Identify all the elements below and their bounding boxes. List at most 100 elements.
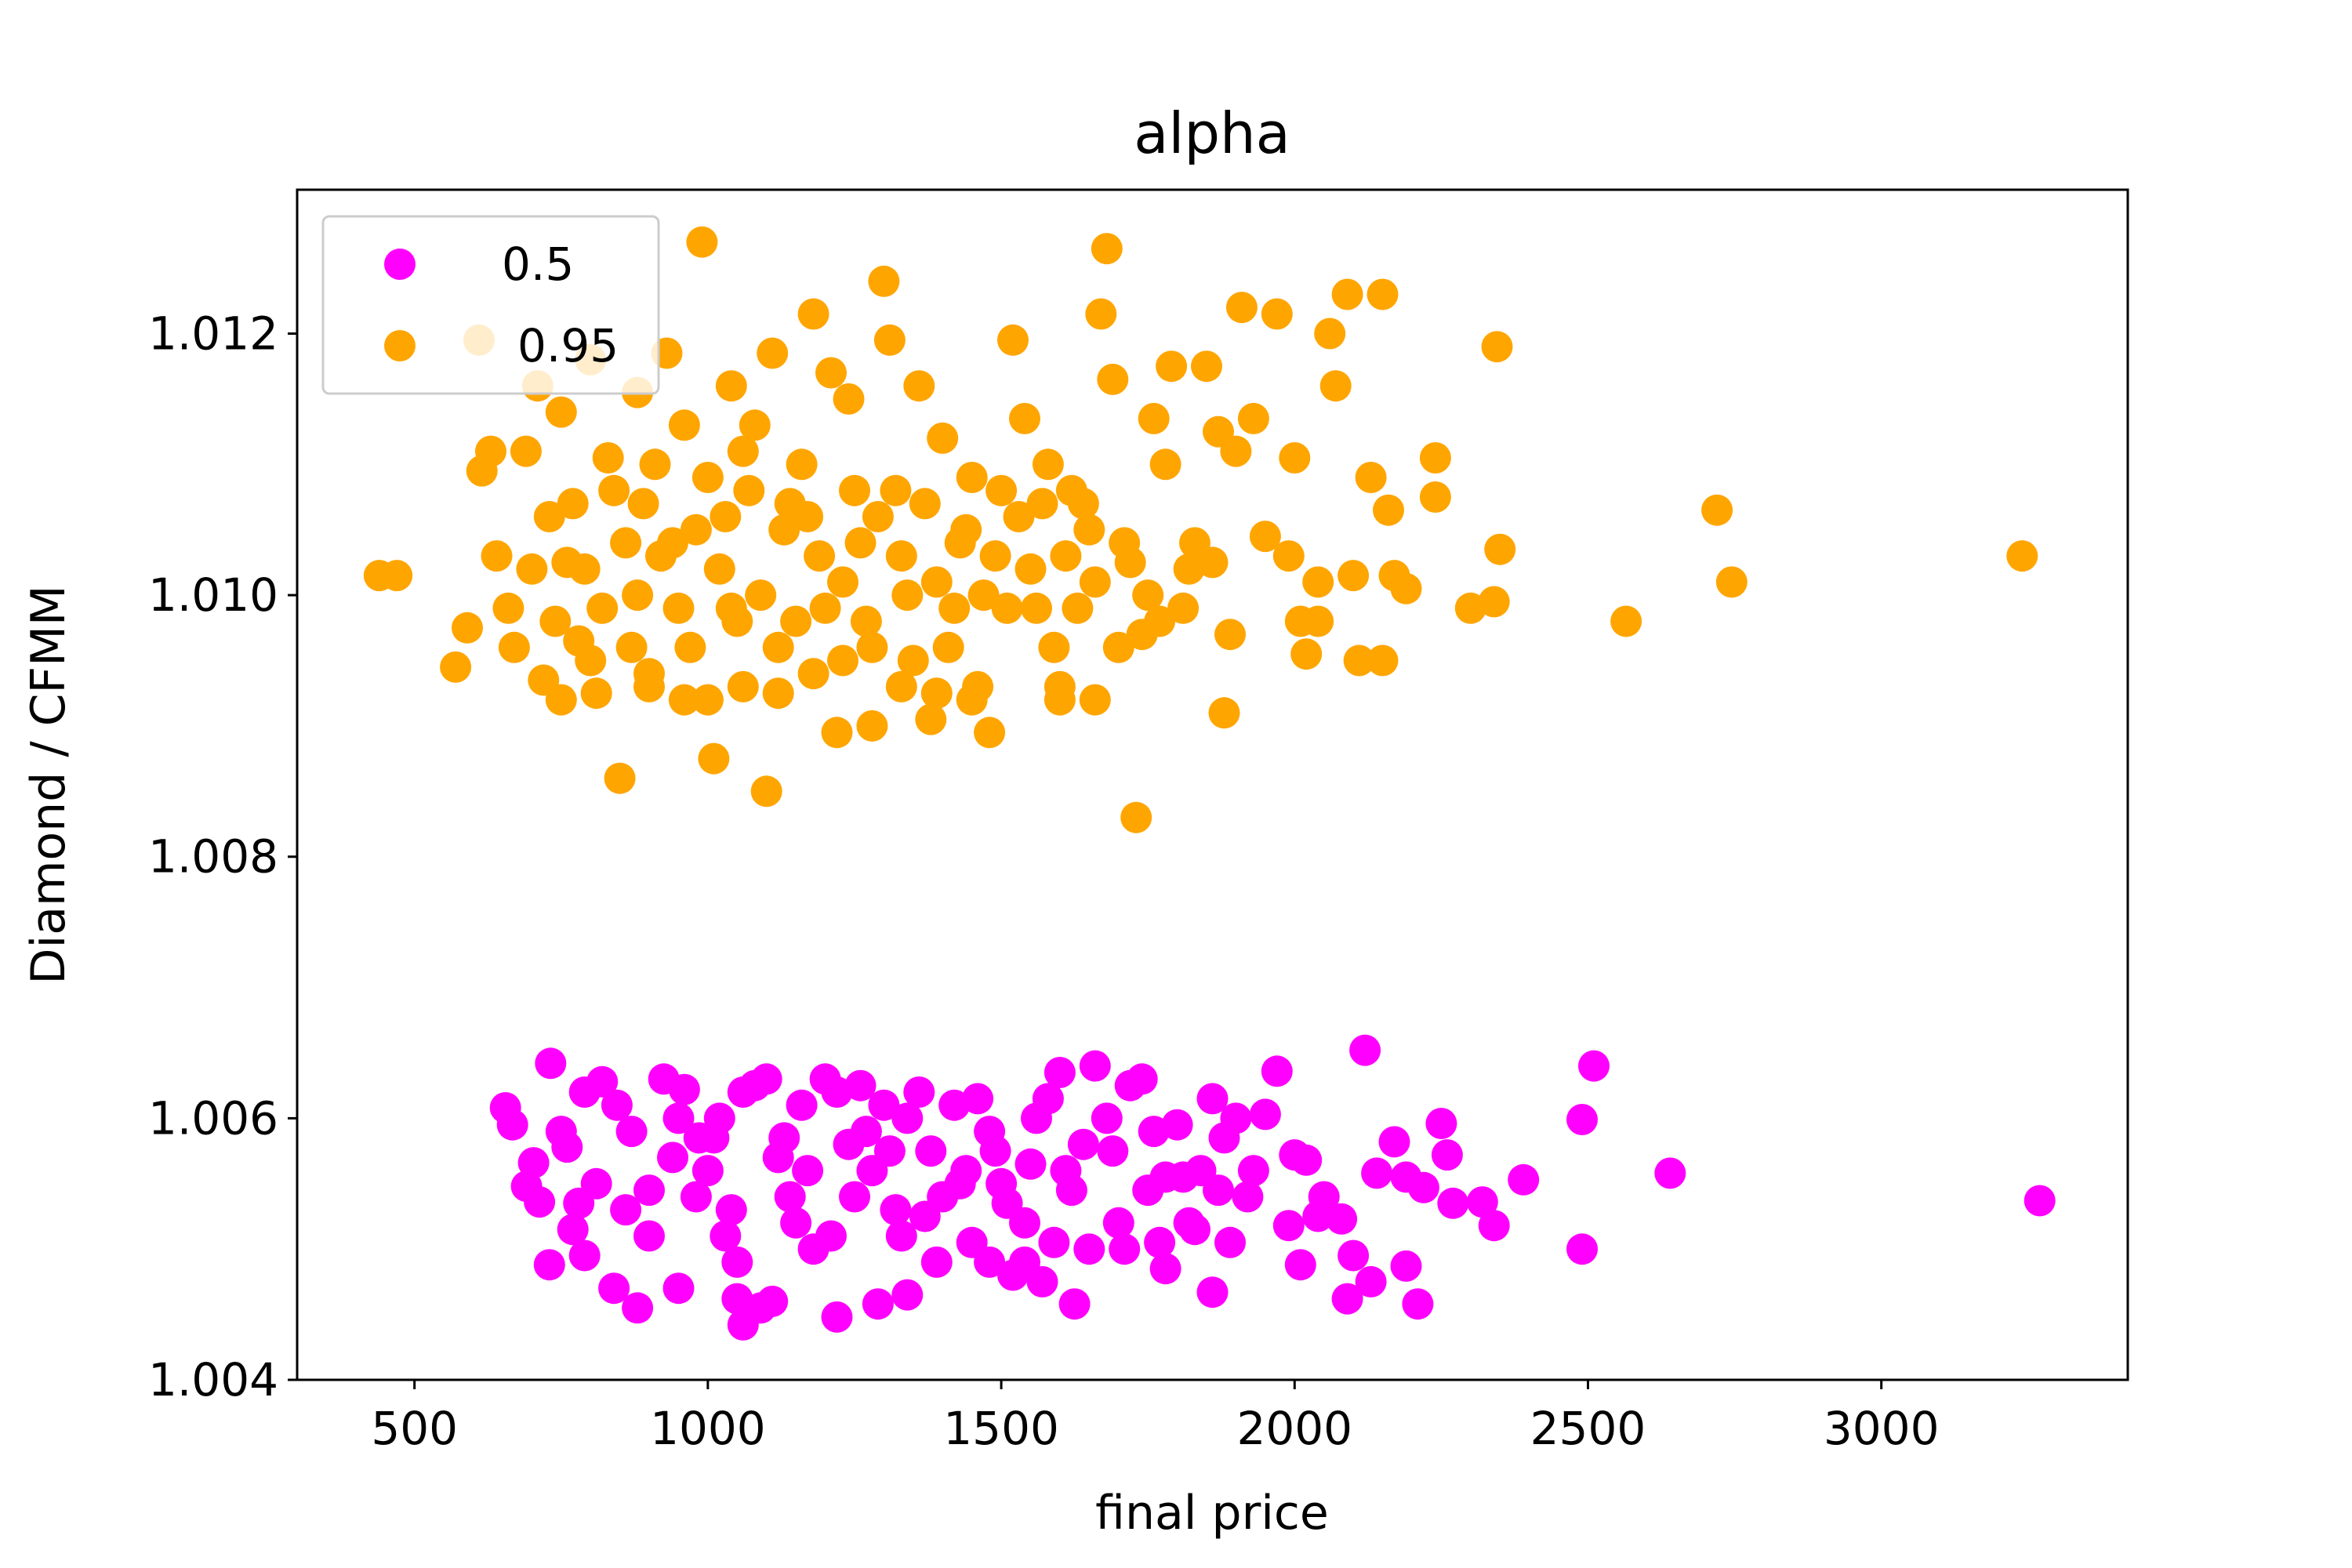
data-point-0.95-87 <box>1214 619 1246 651</box>
data-point-0.95-38 <box>739 409 771 441</box>
data-point-0.95-132 <box>850 605 882 637</box>
data-point-0.95-148 <box>1050 540 1082 572</box>
data-point-0.5-99 <box>1331 1283 1363 1315</box>
data-point-0.5-111 <box>598 1272 630 1305</box>
data-point-0.95-124 <box>733 474 765 506</box>
data-point-0.95-10 <box>510 435 542 467</box>
data-point-0.95-165 <box>545 684 577 716</box>
data-point-0.95-141 <box>967 579 1000 612</box>
data-point-0.5-126 <box>1167 1161 1200 1193</box>
data-point-0.95-101 <box>1338 560 1370 592</box>
data-point-0.95-45 <box>809 592 841 624</box>
legend: 0.5 0.95 <box>321 215 660 395</box>
data-point-0.95-94 <box>1279 442 1311 474</box>
data-point-0.95-33 <box>698 742 730 775</box>
data-point-0.5-121 <box>979 1135 1011 1167</box>
legend-label-0.5: 0.5 <box>502 238 574 291</box>
data-point-0.95-136 <box>909 488 941 520</box>
data-point-0.5-135 <box>815 1220 847 1252</box>
data-point-0.5-120 <box>944 1167 976 1200</box>
data-point-0.95-26 <box>639 448 671 481</box>
data-point-0.5-5 <box>524 1186 556 1218</box>
data-point-0.95-117 <box>2006 540 2038 572</box>
data-point-0.95-73 <box>1097 363 1129 395</box>
data-point-0.5-74 <box>1361 1157 1393 1189</box>
data-point-0.95-46 <box>815 357 847 389</box>
data-point-0.95-112 <box>1481 331 1513 363</box>
data-point-0.5-66 <box>1249 1098 1281 1131</box>
data-point-0.95-92 <box>1261 298 1293 330</box>
data-point-0.95-93 <box>1272 540 1305 572</box>
data-point-0.5-11 <box>601 1089 633 1121</box>
data-point-0.95-3 <box>452 612 483 644</box>
data-point-0.5-15 <box>662 1102 695 1134</box>
data-point-0.5-98 <box>1058 1288 1091 1320</box>
data-point-0.5-72 <box>1338 1240 1370 1272</box>
data-point-0.95-47 <box>821 717 853 749</box>
data-point-0.95-111 <box>1478 586 1510 618</box>
data-point-0.5-124 <box>1097 1135 1129 1167</box>
data-point-0.95-76 <box>1120 801 1152 833</box>
data-point-0.95-174 <box>1044 684 1076 716</box>
data-point-0.95-43 <box>786 448 818 481</box>
data-point-0.5-141 <box>1038 1226 1070 1258</box>
data-point-0.95-142 <box>979 540 1011 572</box>
data-point-0.5-77 <box>1407 1171 1439 1203</box>
data-point-0.95-113 <box>1484 533 1516 565</box>
data-point-0.95-114 <box>1610 605 1642 637</box>
data-point-0.95-143 <box>991 592 1023 624</box>
data-point-0.95-97 <box>1302 566 1334 598</box>
x-tick-label: 2000 <box>1236 1402 1352 1455</box>
data-point-0.95-155 <box>533 501 565 532</box>
data-point-0.95-34 <box>710 501 742 532</box>
data-point-0.95-162 <box>691 462 724 493</box>
data-point-0.95-90 <box>1237 402 1269 434</box>
data-point-0.95-154 <box>1173 553 1205 585</box>
data-point-0.95-175 <box>1079 684 1111 716</box>
x-axis-ticks: 500 1000 1500 2000 2500 3000 <box>371 1380 1939 1455</box>
data-point-0.95-96 <box>1290 638 1323 670</box>
x-tick-label: 500 <box>371 1402 458 1455</box>
data-point-0.95-123 <box>703 553 735 585</box>
data-point-0.5-134 <box>780 1207 812 1239</box>
data-point-0.95-170 <box>797 658 829 690</box>
data-point-0.5-137 <box>885 1220 917 1252</box>
data-point-0.5-147 <box>1272 1210 1305 1242</box>
x-axis-label: final price <box>1095 1486 1329 1541</box>
data-point-0.5-122 <box>1014 1148 1047 1180</box>
data-point-0.5-48 <box>1032 1083 1064 1115</box>
y-tick-label: 1.012 <box>148 307 278 360</box>
data-point-0.5-81 <box>1466 1186 1498 1218</box>
data-point-0.95-122 <box>674 631 706 663</box>
data-point-0.95-9 <box>498 631 530 663</box>
data-point-0.95-145 <box>1014 553 1047 585</box>
data-point-0.95-50 <box>856 710 888 742</box>
x-tick-label: 1500 <box>943 1402 1059 1455</box>
data-point-0.5-102 <box>1390 1250 1422 1282</box>
data-point-0.95-168 <box>668 684 700 716</box>
data-point-0.95-72 <box>1091 233 1123 265</box>
data-point-0.95-55 <box>903 370 935 402</box>
data-point-0.5-85 <box>1566 1104 1598 1135</box>
data-point-0.5-30 <box>821 1076 853 1108</box>
data-point-0.95-74 <box>1102 631 1134 663</box>
data-point-0.95-57 <box>927 422 959 454</box>
data-point-0.95-89 <box>1225 292 1258 324</box>
data-point-0.5-71 <box>1326 1203 1358 1235</box>
data-point-0.5-133 <box>710 1220 742 1252</box>
data-point-0.5-27 <box>786 1089 818 1121</box>
data-point-0.95-160 <box>627 488 659 520</box>
data-point-0.95-115 <box>1701 494 1733 526</box>
data-point-0.5-116 <box>792 1155 824 1187</box>
data-point-0.95-149 <box>1062 592 1094 624</box>
data-point-0.5-64 <box>1220 1102 1252 1134</box>
data-point-0.95-39 <box>750 775 782 808</box>
data-point-0.5-49 <box>1044 1057 1076 1088</box>
data-point-0.5-52 <box>1079 1050 1111 1082</box>
data-point-0.5-125 <box>1132 1174 1164 1207</box>
data-point-0.95-2 <box>440 651 472 683</box>
data-point-0.95-133 <box>862 501 894 532</box>
data-point-0.5-51 <box>1067 1128 1099 1160</box>
data-point-0.95-125 <box>745 579 777 612</box>
data-point-0.5-24 <box>750 1063 782 1095</box>
